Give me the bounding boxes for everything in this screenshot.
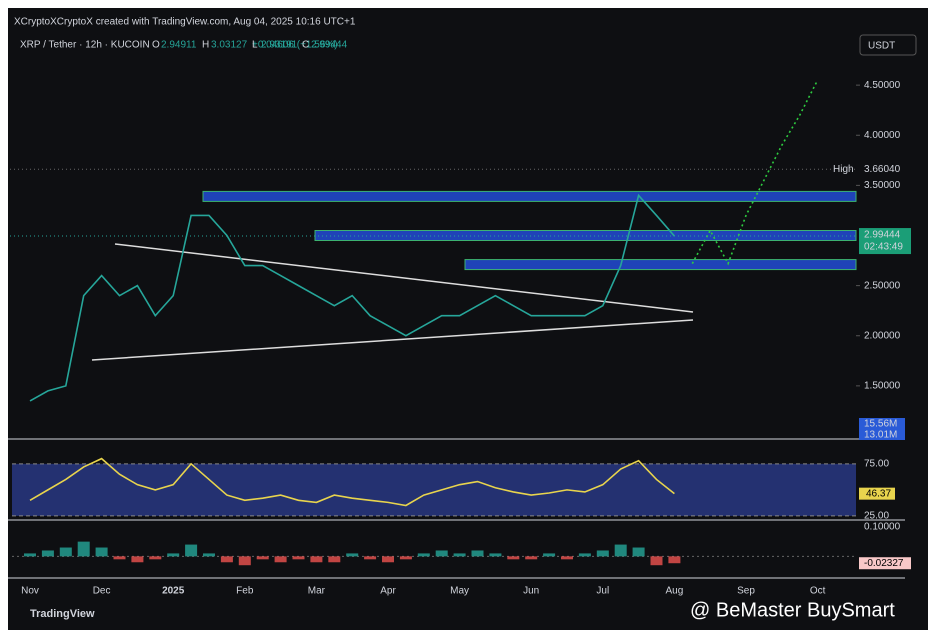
zone xyxy=(202,190,857,202)
macd-bar xyxy=(561,556,573,560)
y-tick-label: 2.00000 xyxy=(864,330,901,341)
macd-bar xyxy=(131,556,144,563)
y-tick-label: 4.50000 xyxy=(864,80,901,91)
x-tick-label: Feb xyxy=(236,586,254,597)
ohlc-key: L xyxy=(252,40,258,51)
macd-bar xyxy=(274,556,287,563)
macd-bar xyxy=(435,550,448,557)
macd-bar xyxy=(364,556,377,560)
macd-bar xyxy=(292,556,305,560)
macd-bar xyxy=(596,550,609,557)
rsi-tick-label: 75.00 xyxy=(864,458,889,469)
change: +0.04606 (+1.56%) xyxy=(252,40,338,51)
macd-bar xyxy=(95,547,108,557)
x-tick-label: Sep xyxy=(737,586,755,597)
macd-bar xyxy=(614,544,627,557)
ohlc-value: 3.03127 xyxy=(211,40,248,51)
watermark: @ BeMaster BuySmart xyxy=(690,599,895,621)
y-tick-label: 1.50000 xyxy=(864,381,901,392)
zone xyxy=(464,259,857,271)
x-tick-label: Jun xyxy=(523,586,539,597)
macd-bar xyxy=(346,553,359,557)
macd-bar xyxy=(220,556,233,563)
macd-bar xyxy=(203,553,215,557)
rsi-band xyxy=(12,463,856,516)
volume-label: 13.01M xyxy=(864,430,897,441)
volume-box xyxy=(859,429,905,440)
macd-bar xyxy=(256,556,269,560)
ohlc-key: C xyxy=(302,40,309,51)
macd-bar xyxy=(453,553,466,557)
countdown: 02:43:49 xyxy=(864,242,903,253)
macd-bar xyxy=(185,544,198,557)
ohlc-value: 2.99444 xyxy=(311,40,348,51)
macd-bar xyxy=(489,553,502,557)
macd-bar xyxy=(543,553,556,557)
y-tick-label: 3.50000 xyxy=(864,180,901,191)
macd-bar xyxy=(310,556,323,563)
price-line xyxy=(29,193,676,402)
macd-bar xyxy=(417,553,430,557)
macd-bar xyxy=(59,547,72,557)
trendline xyxy=(91,319,694,361)
macd-bar xyxy=(382,556,394,563)
x-tick-label: Jul xyxy=(596,586,609,597)
rsi-line xyxy=(29,457,675,507)
trendline xyxy=(114,243,694,313)
macd-bar xyxy=(668,556,681,564)
macd-bar xyxy=(399,556,412,560)
brand: TradingView xyxy=(30,608,95,620)
ohlc-key: H xyxy=(202,40,209,51)
macd-tick-label: 0.10000 xyxy=(864,522,901,533)
x-tick-label: Aug xyxy=(666,586,684,597)
macd-bar xyxy=(525,556,538,560)
x-tick-label: Oct xyxy=(810,586,826,597)
macd-box xyxy=(859,557,911,570)
macd-value: -0.02327 xyxy=(864,558,904,569)
high-value: 3.66040 xyxy=(864,164,901,175)
volume-box xyxy=(859,418,905,429)
high-label: High xyxy=(833,164,854,175)
last-price-box xyxy=(859,228,911,255)
macd-bar xyxy=(24,553,36,557)
currency: USDT xyxy=(868,41,895,52)
rsi-box xyxy=(859,487,895,500)
macd-bar xyxy=(578,553,591,557)
macd-bar xyxy=(507,556,520,560)
ohlc-value: 2.94911 xyxy=(161,40,197,51)
price-line xyxy=(691,79,819,266)
ohlc-value: 2.93191 xyxy=(261,40,298,51)
macd-bar xyxy=(650,556,663,566)
macd-bar xyxy=(77,541,90,557)
x-tick-label: Apr xyxy=(380,586,396,597)
zone xyxy=(314,230,857,242)
macd-bar xyxy=(471,550,484,557)
volume-label: 15.56M xyxy=(864,419,897,430)
x-tick-label: Mar xyxy=(308,586,326,597)
symbol: XRP / Tether · 12h · KUCOIN xyxy=(20,40,150,51)
last-price: 2.99444 xyxy=(864,230,901,241)
rsi-value: 46.37 xyxy=(866,488,891,499)
x-tick-label: 2025 xyxy=(162,586,185,597)
x-tick-label: Nov xyxy=(21,586,39,597)
currency-box xyxy=(859,34,917,56)
credit: XCryptoXCryptoX created with TradingView… xyxy=(14,17,356,28)
macd-bar xyxy=(328,556,341,563)
x-tick-label: Dec xyxy=(93,586,111,597)
macd-bar xyxy=(149,556,162,560)
macd-bar xyxy=(167,553,180,557)
macd-bar xyxy=(113,556,126,560)
rsi-tick-label: 25.00 xyxy=(864,511,889,522)
y-tick-label: 4.00000 xyxy=(864,130,901,141)
y-tick-label: 2.50000 xyxy=(864,280,901,291)
chart-bg xyxy=(8,8,928,630)
macd-bar xyxy=(238,556,251,566)
x-tick-label: May xyxy=(450,586,469,597)
macd-bar xyxy=(41,550,54,557)
ohlc-key: O xyxy=(152,40,160,51)
macd-bar xyxy=(632,547,645,557)
